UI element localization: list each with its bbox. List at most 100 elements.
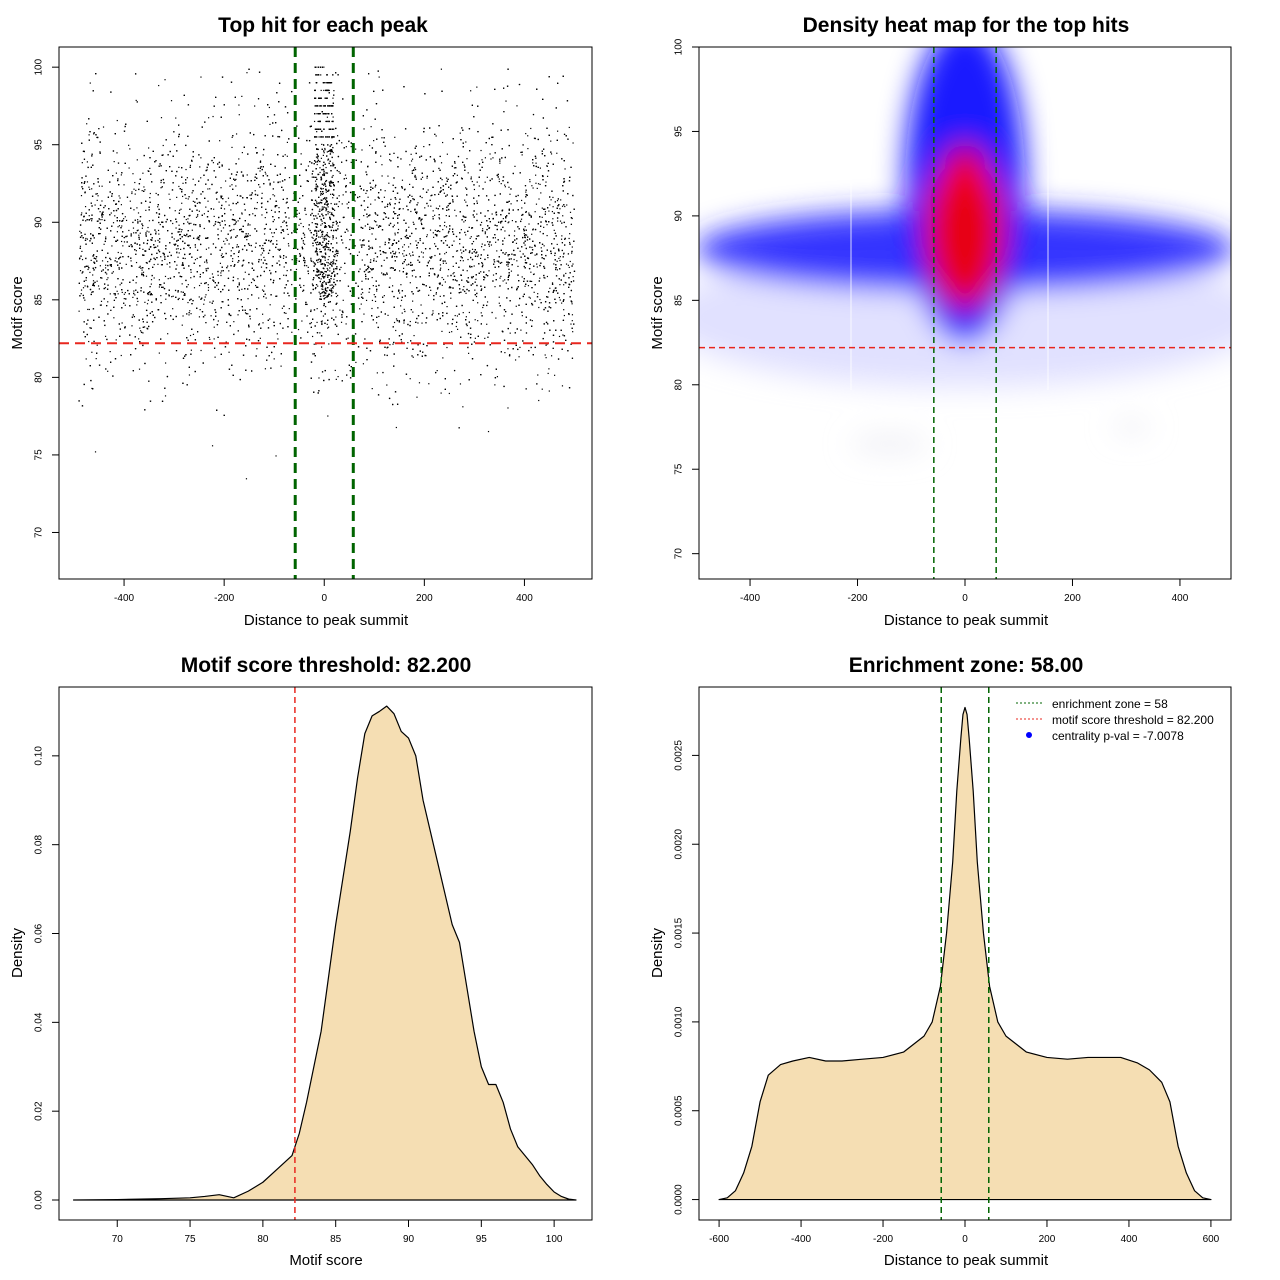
scatter-point — [211, 445, 214, 447]
scatter-point — [379, 246, 381, 248]
scatter-point — [539, 277, 541, 279]
scatter-point — [92, 280, 95, 282]
scatter-point — [264, 227, 266, 230]
scatter-point — [178, 297, 180, 300]
scatter-point — [116, 119, 118, 122]
scatter-point — [503, 237, 506, 239]
scatter-point — [537, 374, 539, 376]
scatter-point — [439, 264, 442, 266]
scatter-point — [80, 289, 83, 291]
scatter-point — [315, 235, 318, 237]
scatter-point — [569, 241, 571, 244]
scatter-point — [133, 188, 135, 190]
scatter-point — [374, 186, 376, 188]
scatter-point — [205, 294, 207, 296]
scatter-point — [465, 234, 467, 236]
scatter-point — [326, 267, 328, 270]
scatter-point — [533, 291, 535, 293]
scatter-point — [314, 263, 317, 265]
scatter-point — [370, 126, 372, 128]
scatter-point — [105, 264, 107, 266]
scatter-point — [508, 253, 511, 256]
scatter-point — [284, 154, 286, 156]
scatter-point — [501, 261, 503, 264]
scatter-point — [236, 194, 239, 197]
scatter-point — [286, 141, 289, 143]
scatter-point — [235, 178, 237, 181]
scatter-point — [174, 210, 176, 212]
scatter-point — [200, 282, 202, 284]
scatter-point — [371, 276, 373, 279]
scatter-point — [434, 161, 436, 163]
scatter-point — [149, 291, 151, 293]
scatter-point — [149, 192, 151, 195]
scatter-point — [439, 205, 441, 207]
scatter-point — [178, 252, 180, 254]
scatter-point — [279, 255, 281, 257]
scatter-point — [329, 149, 331, 151]
scatter-point — [178, 166, 180, 168]
scatter-point — [477, 302, 479, 304]
scatter-point — [87, 308, 89, 311]
scatter-point — [499, 277, 501, 279]
scatter-point — [560, 199, 562, 201]
scatter-point — [329, 211, 331, 213]
scatter-point — [568, 126, 570, 129]
scatter-point — [120, 354, 122, 357]
scatter-point — [319, 208, 321, 210]
scatter-point — [336, 135, 339, 137]
scatter-point — [236, 244, 238, 246]
scatter-point — [524, 234, 527, 236]
scatter-point — [459, 259, 462, 262]
scatter-point — [519, 250, 521, 252]
scatter-point — [465, 141, 467, 143]
scatter-point — [327, 258, 329, 261]
scatter-point — [374, 300, 377, 302]
scatter-point — [452, 265, 454, 267]
scatter-point — [123, 241, 126, 243]
scatter-point — [312, 245, 314, 247]
scatter-point — [150, 283, 152, 285]
scatter-point — [325, 199, 327, 201]
scatter-point — [200, 256, 202, 258]
scatter-point — [106, 273, 108, 275]
scatter-point — [131, 192, 133, 195]
scatter-point — [141, 269, 143, 271]
scatter-point — [414, 174, 416, 177]
scatter-point — [321, 322, 323, 324]
scatter-point — [322, 256, 324, 258]
scatter-point — [80, 195, 83, 197]
scatter-point — [332, 97, 334, 99]
scatter-point — [212, 162, 215, 164]
scatter-point — [97, 195, 99, 197]
scatter-point — [534, 254, 536, 256]
scatter-point — [325, 120, 327, 123]
scatter-point — [476, 213, 478, 215]
scatter-point — [318, 136, 320, 138]
scatter-point — [561, 302, 563, 304]
scatter-point — [424, 207, 426, 209]
scatter-point — [464, 199, 466, 201]
scatter-point — [87, 268, 89, 271]
scatter-point — [466, 270, 468, 272]
scatter-point — [466, 158, 468, 160]
scatter-point — [272, 194, 274, 196]
scatter-point — [435, 292, 437, 294]
scatter-point — [310, 257, 312, 259]
scatter-point — [375, 260, 377, 262]
scatter-point — [320, 74, 322, 76]
scatter-point — [395, 198, 397, 200]
scatter-point — [206, 262, 208, 264]
scatter-point — [551, 282, 554, 284]
scatter-point — [546, 175, 549, 177]
scatter-point — [335, 237, 337, 239]
scatter-point — [209, 188, 211, 190]
scatter-point — [315, 156, 318, 158]
scatter-point — [121, 322, 123, 324]
scatter-point — [225, 201, 227, 203]
scatter-point — [325, 191, 327, 193]
scatter-point — [569, 233, 571, 235]
scatter-point — [119, 284, 121, 286]
scatter-point — [389, 344, 391, 346]
scatter-point — [323, 255, 325, 258]
